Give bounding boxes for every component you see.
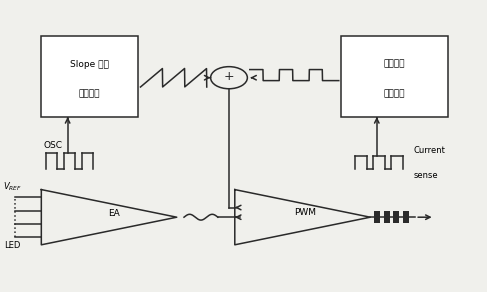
Text: EA: EA <box>108 209 120 218</box>
Bar <box>403 211 409 223</box>
Text: Current: Current <box>413 146 446 155</box>
Text: +: + <box>224 70 234 83</box>
Text: $V_{REF}$: $V_{REF}$ <box>3 180 22 193</box>
Text: LED: LED <box>4 241 20 251</box>
FancyBboxPatch shape <box>41 36 138 117</box>
Bar <box>384 211 390 223</box>
Text: PWM: PWM <box>294 208 316 217</box>
Text: 放大电路: 放大电路 <box>384 90 405 99</box>
Bar <box>393 211 399 223</box>
Text: OSC: OSC <box>44 141 63 150</box>
Bar <box>374 211 380 223</box>
Text: 电流采样: 电流采样 <box>384 60 405 69</box>
FancyBboxPatch shape <box>341 36 448 117</box>
Text: sense: sense <box>413 171 438 180</box>
Text: 产生电路: 产生电路 <box>79 90 100 99</box>
Text: Slope 信号: Slope 信号 <box>70 60 109 69</box>
